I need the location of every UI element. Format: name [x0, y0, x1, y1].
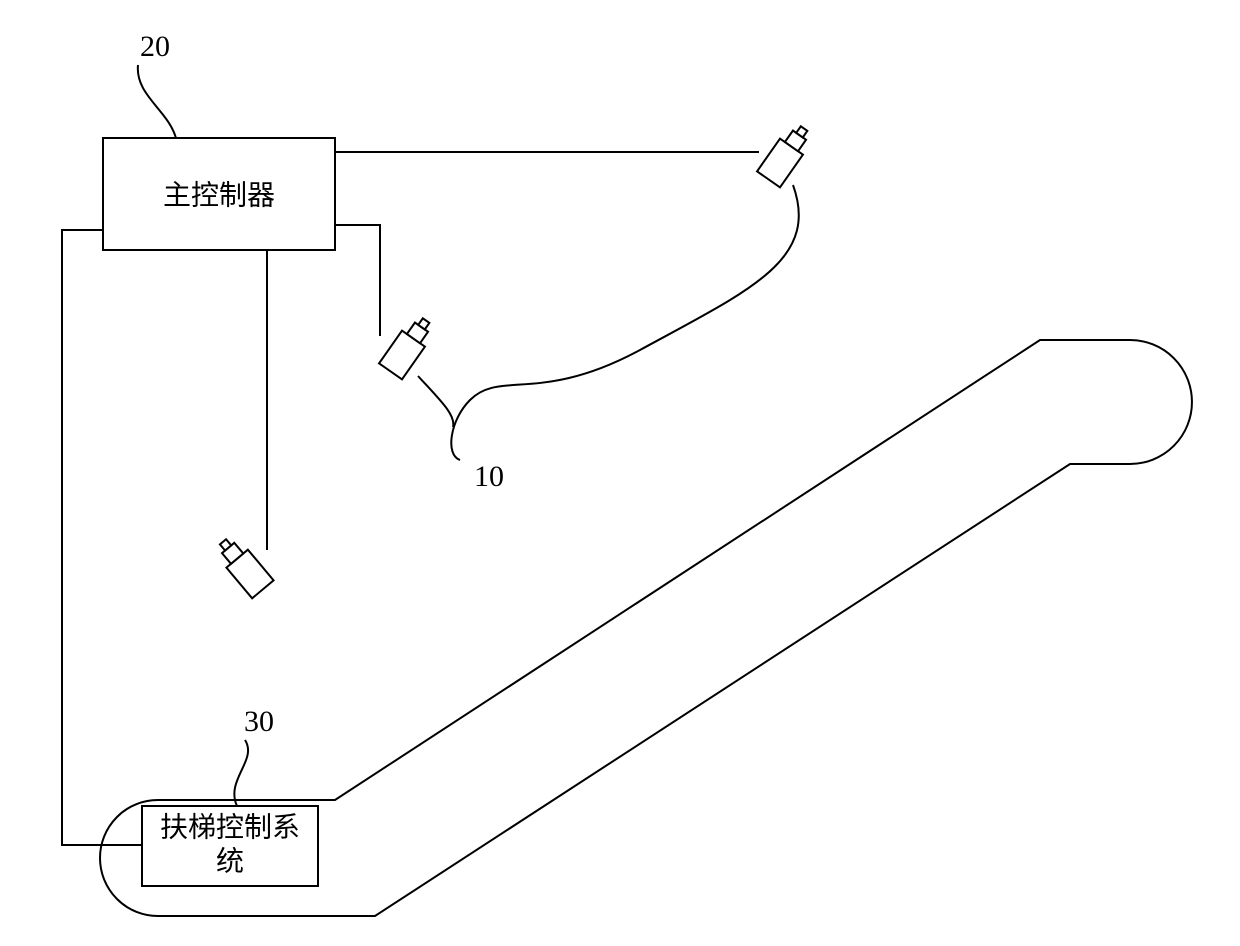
escalator-control-line2: 统	[216, 845, 244, 877]
main-controller-label: 主控制器	[163, 179, 275, 211]
leader-10b	[418, 376, 453, 427]
escalator-control-box: 扶梯控制系 统	[142, 806, 318, 886]
ref-20-label: 20	[140, 30, 170, 63]
leader-10	[451, 185, 799, 460]
ref-30-label: 30	[244, 705, 274, 738]
camera-low-icon	[212, 533, 273, 598]
ref-10-label: 10	[474, 460, 504, 493]
ref-20: 20	[138, 30, 176, 138]
escalator-control-line1: 扶梯控制系	[160, 811, 300, 843]
camera-top-icon	[757, 121, 815, 188]
diagram-canvas: 主控制器 20 10 扶梯控制系 统 30	[0, 0, 1240, 946]
wire-ctrl-to-esc-ctrl	[62, 230, 142, 845]
wire-ctrl-to-cam-mid	[335, 225, 380, 336]
main-controller-box: 主控制器	[103, 138, 335, 250]
ref-30: 30	[234, 705, 274, 806]
camera-mid-icon	[379, 313, 437, 380]
